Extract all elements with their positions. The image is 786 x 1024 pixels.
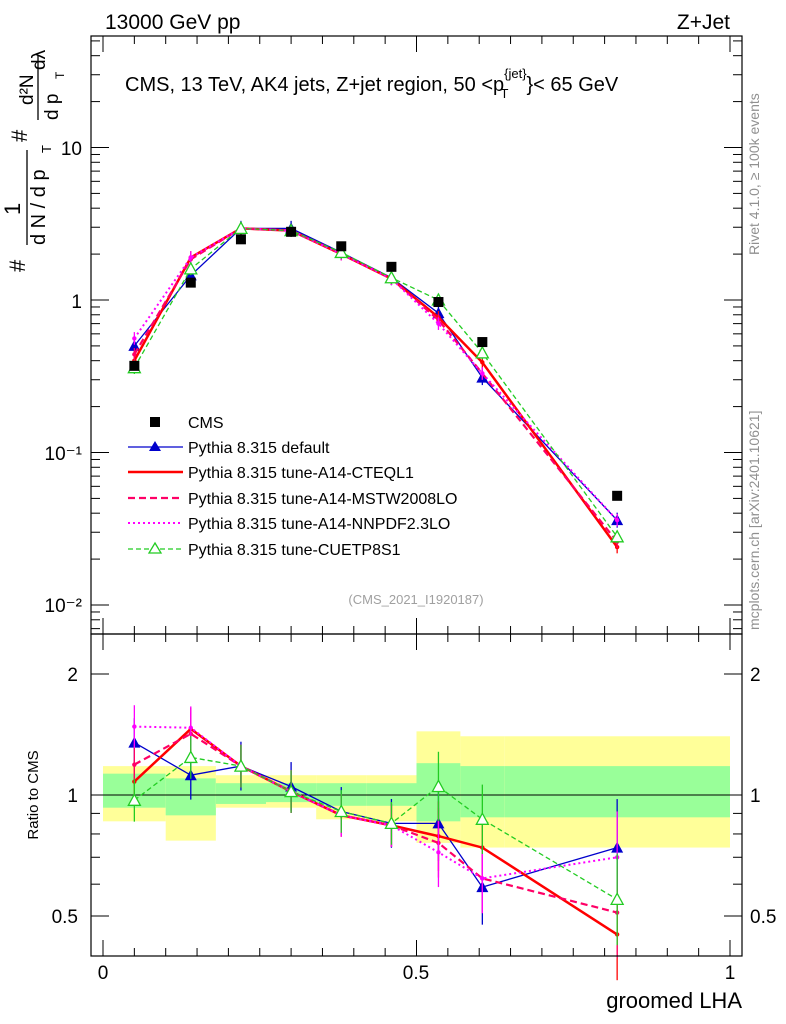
main-ylabel: # 1 d N / d p T # d²N d p T dλ [0,49,67,272]
ylabel-one: 1 [0,203,25,215]
series-point [480,371,485,376]
series-point [480,360,485,365]
ylabel-den-T: T [39,145,54,153]
ratio-ytick-label: 0.5 [52,907,78,928]
ratio-point [431,779,446,793]
main-ytick-label: 1 [71,292,82,313]
legend-item-mstw: Pythia 8.315 tune-A14-MSTW2008LO [128,491,457,508]
series-point [233,220,249,235]
ratio-ticks [91,634,742,956]
series-point [183,261,198,275]
ratio-point [127,792,142,806]
xtick-label: 0 [98,963,109,984]
ylabel-dp-T: T [53,71,67,79]
ratio-point [480,876,485,881]
cms-data-point [129,360,140,371]
cms-inner-band [366,783,417,806]
ratio-panel: Ratio to CMS 0.5 1 2 0.5 1 2 0 0.5 1 gro… [25,633,776,1013]
ratio-point [132,724,137,729]
main-title-sub: T [501,86,509,101]
ratio-series [127,705,625,981]
cms-data-point [286,226,297,237]
ratio-point [284,784,299,798]
main-panel: CMS, 13 TeV, AK4 jets, Z+jet region, 50 … [0,35,743,635]
ratio-ytick-label: 2 [67,665,78,686]
ylabel-dp: d p [42,94,63,120]
ratio-ytick-label: 1 [67,786,78,807]
main-ytick-label: 10⁻¹ [45,444,83,465]
ratio-point [233,758,249,772]
rivet-label: Rivet 4.1.0, ≥ 100k events [746,93,762,255]
legend-item-cuetp8s1: Pythia 8.315 tune-CUETP8S1 [128,541,401,559]
legend-marker-triangle [149,441,161,451]
main-title-tail: }< 65 GeV [527,74,619,96]
legend: CMS Pythia 8.315 default Pythia 8.315 tu… [128,415,457,559]
series-point [132,336,137,341]
legend-item-cteql1: Pythia 8.315 tune-A14-CTEQL1 [128,465,414,482]
legend-label: Pythia 8.315 tune-A14-CTEQL1 [188,465,414,482]
ratio-point [475,811,490,825]
series-point [384,270,399,284]
series-point [334,245,349,259]
legend-item-nnpdf: Pythia 8.315 tune-A14-NNPDF2.3LO [128,516,450,533]
legend-label: Pythia 8.315 tune-A14-NNPDF2.3LO [188,516,450,533]
cms-data-point [477,337,488,348]
header-right: Z+Jet [677,11,730,34]
header-left: 13000 GeV pp [105,11,240,34]
cms-data-point [386,261,397,272]
ratio-ylabel: Ratio to CMS [25,750,42,839]
ylabel-den: d N / d p [28,169,50,245]
ratio-point [183,750,198,764]
legend-marker-open-triangle [147,541,163,554]
main-title: CMS, 13 TeV, AK4 jets, Z+jet region, 50 … [125,66,619,101]
legend-label: Pythia 8.315 tune-CUETP8S1 [188,542,401,559]
series-point [475,345,490,359]
ratio-point [436,850,441,855]
cms-data-point [612,490,623,501]
legend-item-cms: CMS [150,415,224,432]
ratio-point [334,804,349,818]
series-point [610,529,625,543]
main-title-text: CMS, 13 TeV, AK4 jets, Z+jet region, 50 … [125,74,504,96]
ratio-point [188,725,193,730]
mcplots-label: mcplots.cern.ch [arXiv:2401.10621] [746,411,762,630]
cms-data-point [433,297,444,308]
cms-data-point [336,241,347,252]
legend-item-default: Pythia 8.315 default [128,440,330,457]
x-axis-label: groomed LHA [606,988,742,1013]
main-ytick-label: 10 [61,139,82,160]
ylabel-hash: # [5,259,30,272]
ylabel-hash2: # [7,129,32,142]
ylabel-dlambda: dλ [29,49,50,70]
ratio-ytick-label-right: 1 [750,786,761,807]
series-point [132,352,137,357]
xtick-label: 0.5 [403,963,429,984]
analysis-id: (CMS_2021_I1920187) [348,592,483,607]
ratio-ytick-label-right: 0.5 [750,907,776,928]
legend-label: CMS [188,415,224,432]
legend-label: Pythia 8.315 tune-A14-MSTW2008LO [188,491,457,508]
xtick-label: 1 [725,963,736,984]
ratio-point [610,892,625,906]
cms-data-point [235,234,246,245]
main-ytick-label: 10⁻² [45,596,83,617]
legend-label: Pythia 8.315 default [188,440,330,457]
series-point [614,517,620,523]
ratio-point [132,762,137,767]
cms-data-point [185,277,196,288]
main-ticks [91,36,742,634]
legend-marker-cms [150,417,160,427]
ylabel-d2n: d²N [17,74,38,105]
cms-inner-band [215,783,267,804]
series-point [188,255,193,260]
ratio-point [384,816,399,830]
series-point [436,321,441,326]
main-title-sup: {jet} [504,66,527,81]
main-series [127,220,625,554]
ratio-ytick-label-right: 2 [750,665,761,686]
